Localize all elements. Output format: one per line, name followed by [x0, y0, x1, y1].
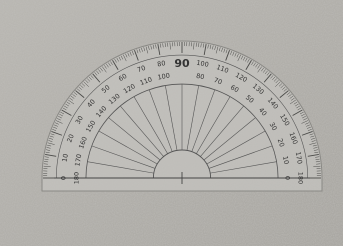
inner-scale-label: 0 [283, 176, 291, 180]
outer-scale-label: 0 [59, 176, 67, 180]
inner-scale-label: 10 [281, 155, 290, 165]
outer-scale-label: 90 [174, 57, 190, 70]
inner-scale-label: 180 [73, 172, 81, 184]
inner-scale-label: 80 [196, 72, 206, 81]
outer-scale-label: 80 [157, 59, 167, 68]
outer-scale-label: 180 [297, 172, 305, 184]
outer-scale-label: 10 [61, 153, 70, 163]
photo: 0102030405060708090100110120130140150160… [0, 0, 343, 246]
page: 0102030405060708090100110120130140150160… [0, 0, 343, 246]
